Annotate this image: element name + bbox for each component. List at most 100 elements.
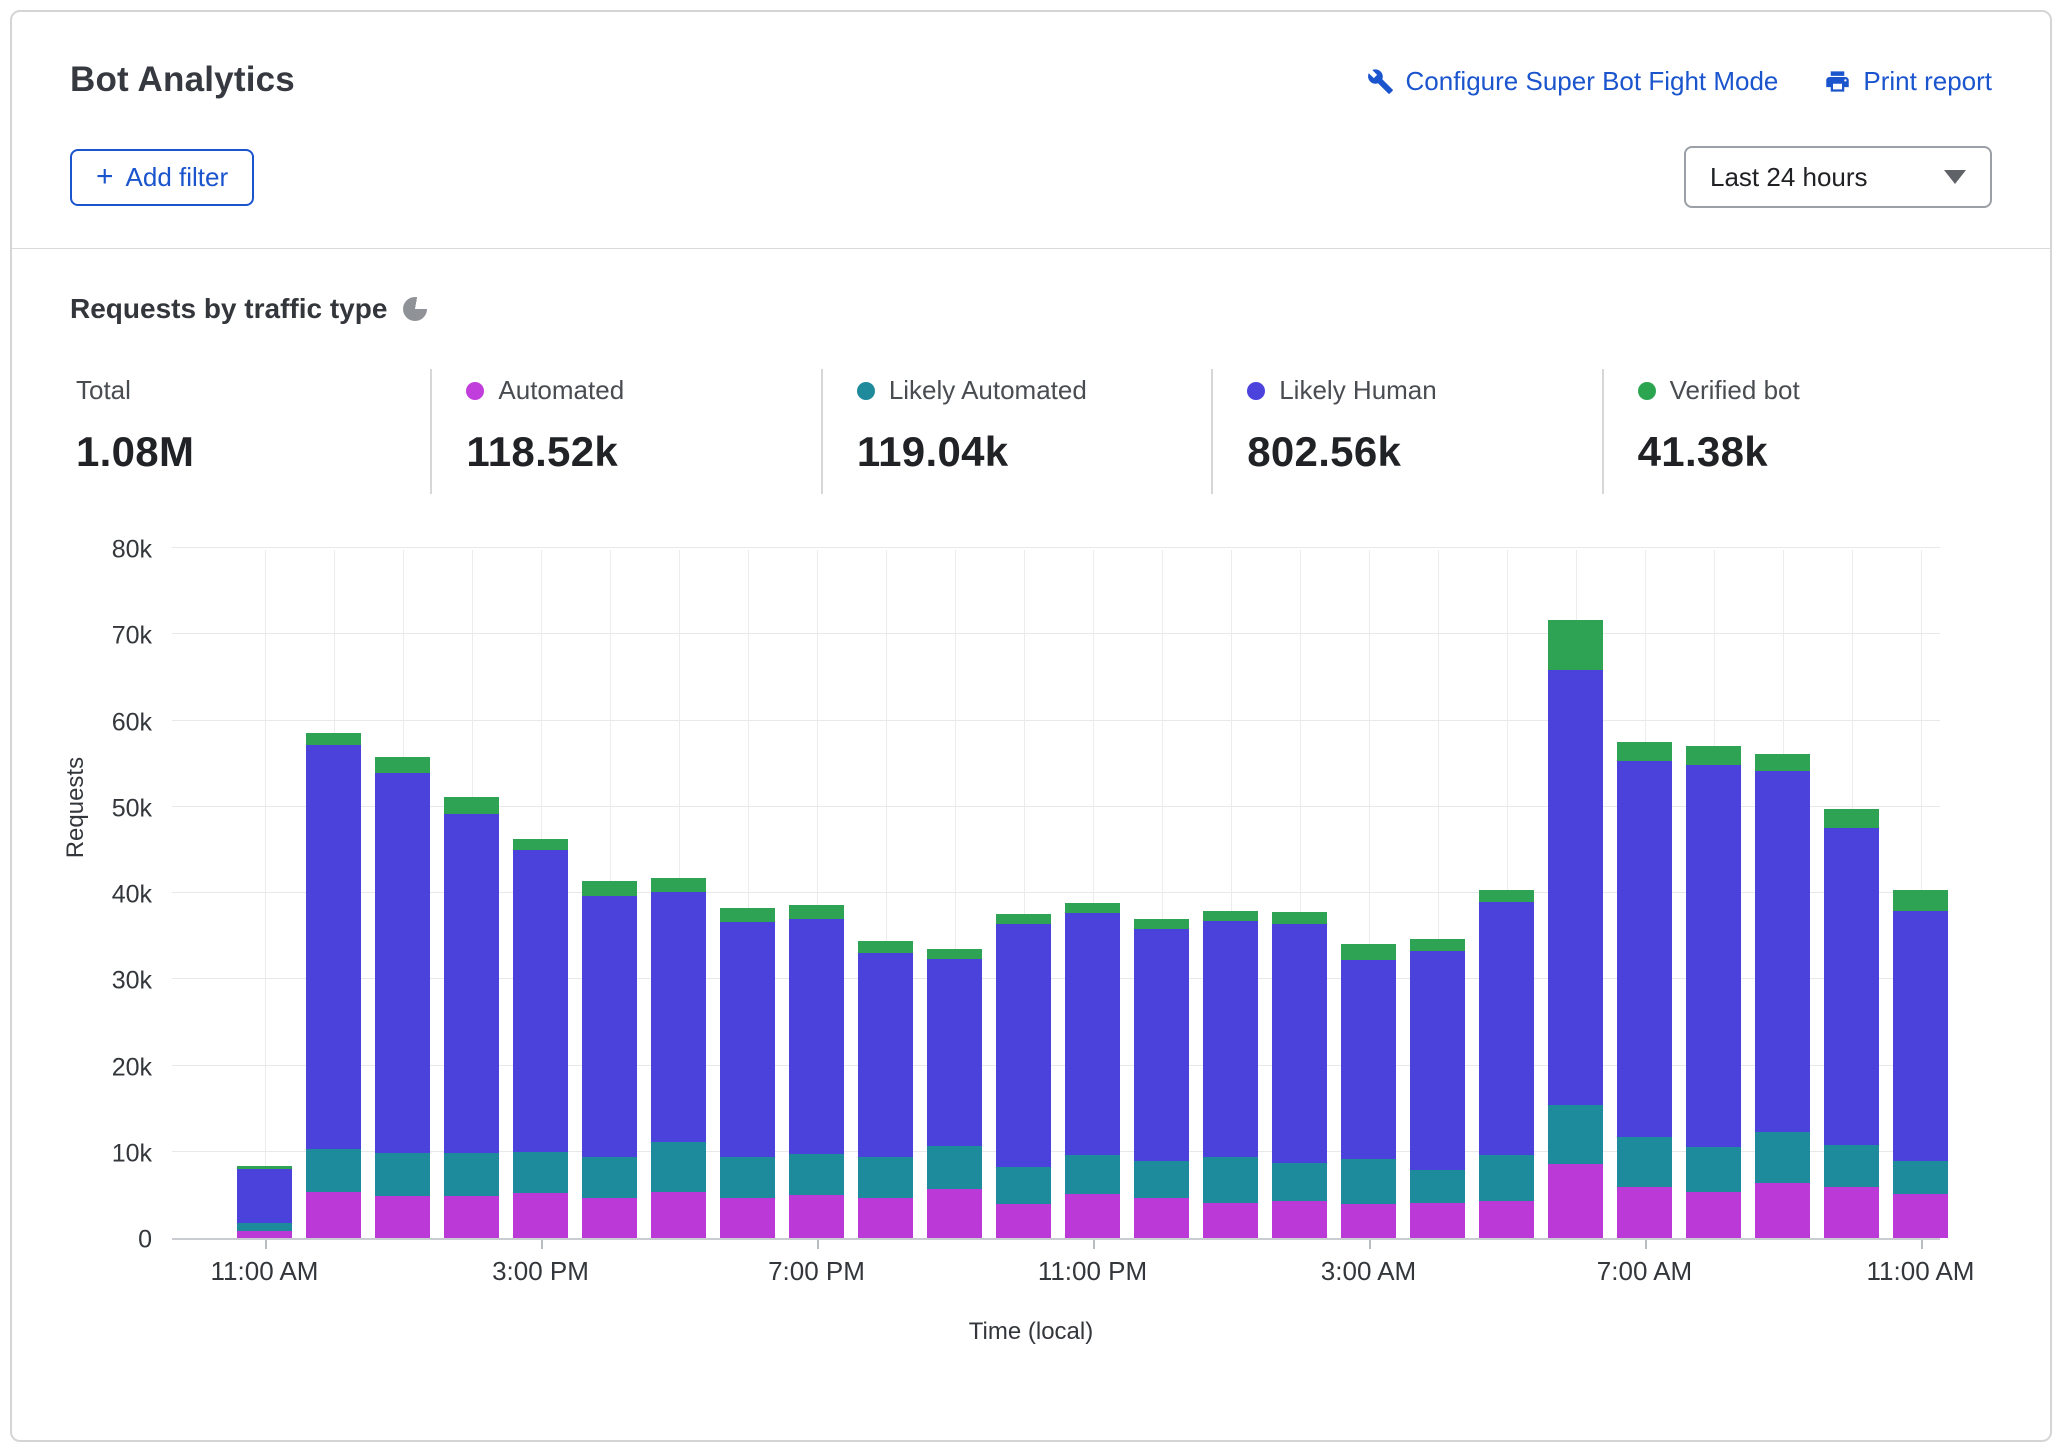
segment-verified-bot	[306, 733, 361, 745]
stacked-bar-hour-17[interactable]	[1410, 939, 1465, 1238]
segment-verified-bot	[927, 949, 982, 959]
y-tick-label: 60k	[112, 708, 152, 737]
stacked-bar-hour-21[interactable]	[1686, 746, 1741, 1238]
x-tick-label: 7:00 AM	[1597, 1256, 1692, 1287]
stat-value: 41.38k	[1638, 428, 1992, 476]
segment-automated	[1548, 1164, 1603, 1238]
segment-automated	[1272, 1201, 1327, 1238]
y-tick-label: 80k	[112, 536, 152, 565]
segment-verified-bot	[1755, 754, 1810, 770]
segment-automated	[996, 1204, 1051, 1239]
segment-likely-human	[375, 773, 430, 1153]
stat-label: Total	[76, 375, 131, 406]
segment-automated	[1341, 1204, 1396, 1239]
v-gridline	[265, 550, 266, 1238]
stacked-bar-hour-12[interactable]	[1065, 903, 1120, 1238]
stacked-bar-hour-5[interactable]	[582, 881, 637, 1238]
print-link-label: Print report	[1863, 66, 1992, 97]
stats-row: Total1.08MAutomated118.52kLikely Automat…	[70, 369, 1992, 494]
add-filter-label: Add filter	[126, 162, 229, 193]
page-title: Bot Analytics	[70, 60, 295, 100]
segment-automated	[789, 1195, 844, 1238]
segment-likely-automated	[1341, 1159, 1396, 1204]
x-tick-label: 11:00 PM	[1038, 1256, 1147, 1287]
stacked-bar-hour-13[interactable]	[1134, 919, 1189, 1238]
stacked-bar-hour-19[interactable]	[1548, 620, 1603, 1238]
stacked-bar-hour-10[interactable]	[927, 949, 982, 1238]
segment-likely-human	[1548, 670, 1603, 1106]
segment-verified-bot	[789, 905, 844, 919]
segment-verified-bot	[858, 941, 913, 953]
stacked-bar-hour-9[interactable]	[858, 941, 913, 1238]
h-gridline	[172, 1065, 1940, 1066]
stacked-bar-hour-24[interactable]	[1893, 890, 1948, 1238]
y-tick-label: 50k	[112, 794, 152, 823]
chevron-down-icon	[1944, 170, 1966, 184]
stacked-bar-hour-4[interactable]	[513, 839, 568, 1238]
stacked-bar-hour-14[interactable]	[1203, 911, 1258, 1238]
segment-likely-automated	[1755, 1132, 1810, 1183]
x-tick-mark	[1369, 1240, 1371, 1249]
segment-likely-automated	[1134, 1161, 1189, 1198]
segment-automated	[927, 1189, 982, 1238]
segment-automated	[444, 1196, 499, 1238]
stacked-bar-hour-11[interactable]	[996, 914, 1051, 1238]
configure-link-label: Configure Super Bot Fight Mode	[1406, 66, 1779, 97]
stacked-bar-hour-18[interactable]	[1479, 890, 1534, 1238]
segment-automated	[720, 1198, 775, 1239]
segment-likely-human	[306, 745, 361, 1150]
stacked-bar-hour-7[interactable]	[720, 908, 775, 1238]
segment-likely-human	[789, 919, 844, 1155]
y-tick-label: 70k	[112, 622, 152, 651]
segment-verified-bot	[1065, 903, 1120, 913]
x-tick-label: 7:00 PM	[768, 1256, 865, 1287]
segment-likely-automated	[1824, 1145, 1879, 1187]
wrench-icon	[1367, 68, 1394, 95]
segment-likely-human	[513, 850, 568, 1152]
segment-likely-automated	[1065, 1155, 1120, 1194]
segment-likely-human	[1203, 921, 1258, 1157]
segment-verified-bot	[1134, 919, 1189, 929]
stacked-bar-hour-23[interactable]	[1824, 809, 1879, 1238]
segment-automated	[1824, 1187, 1879, 1238]
stacked-bar-hour-16[interactable]	[1341, 944, 1396, 1238]
stacked-bar-hour-6[interactable]	[651, 878, 706, 1238]
segment-likely-human	[1686, 765, 1741, 1147]
time-range-value: Last 24 hours	[1710, 162, 1868, 193]
stat-value: 119.04k	[857, 428, 1211, 476]
stat-label: Automated	[498, 375, 624, 406]
x-tick-mark	[1645, 1240, 1647, 1249]
add-filter-button[interactable]: + Add filter	[70, 149, 254, 206]
stacked-bar-hour-2[interactable]	[375, 757, 430, 1238]
segment-automated	[306, 1192, 361, 1238]
x-tick-mark	[265, 1240, 267, 1249]
segment-likely-human	[720, 922, 775, 1158]
legend-dot	[1638, 382, 1656, 400]
segment-verified-bot	[1824, 809, 1879, 828]
segment-likely-automated	[858, 1157, 913, 1198]
stat-likely-automated: Likely Automated 119.04k	[821, 369, 1211, 494]
stacked-bar-hour-20[interactable]	[1617, 742, 1672, 1238]
segment-likely-automated	[720, 1157, 775, 1198]
configure-super-bot-fight-mode-link[interactable]: Configure Super Bot Fight Mode	[1367, 66, 1779, 97]
stat-verified-bot: Verified bot41.38k	[1602, 369, 1992, 494]
plot-grid	[172, 550, 1940, 1240]
print-report-link[interactable]: Print report	[1824, 66, 1992, 97]
segment-likely-automated	[1893, 1161, 1948, 1194]
segment-likely-automated	[1548, 1105, 1603, 1164]
stacked-bar-hour-0[interactable]	[237, 1166, 292, 1238]
stacked-bar-hour-1[interactable]	[306, 733, 361, 1238]
y-tick-label: 10k	[112, 1139, 152, 1168]
segment-likely-automated	[1686, 1147, 1741, 1192]
segment-likely-automated	[1479, 1155, 1534, 1201]
pie-chart-icon	[403, 297, 427, 321]
segment-automated	[1893, 1194, 1948, 1238]
stacked-bar-hour-22[interactable]	[1755, 754, 1810, 1238]
time-range-select[interactable]: Last 24 hours	[1684, 146, 1992, 208]
stacked-bar-hour-15[interactable]	[1272, 912, 1327, 1238]
segment-automated	[1203, 1203, 1258, 1238]
segment-likely-automated	[927, 1146, 982, 1189]
stacked-bar-hour-3[interactable]	[444, 797, 499, 1238]
stat-label: Likely Automated	[889, 375, 1087, 406]
stacked-bar-hour-8[interactable]	[789, 905, 844, 1238]
